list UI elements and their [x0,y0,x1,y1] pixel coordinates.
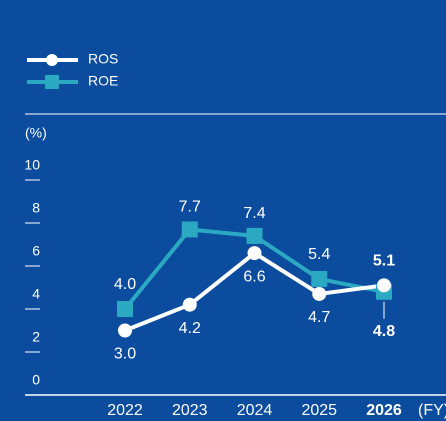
data-label: 4.2 [179,320,201,337]
data-label: 3.0 [114,346,136,363]
x-axis-label: (FY) [418,402,446,419]
data-label: 6.6 [243,268,265,285]
y-tick-label: 10 [24,157,40,173]
point [118,323,132,338]
data-label: 7.4 [243,205,265,222]
y-tick-label: 0 [32,372,40,388]
data-label: 4.8 [373,323,395,340]
data-label: 4.7 [308,309,330,326]
x-tick-label: 2025 [301,402,337,419]
data-label: 7.7 [179,199,201,216]
point [181,221,198,238]
y-tick-label: 6 [32,243,40,259]
point [247,246,262,261]
y-tick-label: 8 [32,200,40,216]
legend-marker [46,54,58,66]
point [182,297,197,312]
legend-label: ROS [88,51,118,67]
data-label: 5.4 [308,246,330,263]
x-tick-label: 2022 [107,402,143,419]
x-tick-label: 2026 [366,402,402,419]
legend-label: ROE [88,73,118,89]
point [377,278,391,293]
point [312,286,327,301]
y-axis-label: (%) [25,125,47,141]
data-label: 4.0 [114,276,136,293]
point [117,301,133,317]
x-tick-label: 2023 [172,402,208,419]
legend-marker [45,75,59,89]
y-tick-label: 2 [32,329,40,345]
y-tick-label: 4 [32,286,40,302]
x-tick-label: 2024 [237,402,273,419]
data-label: 5.1 [373,253,395,270]
point [311,270,328,287]
point [246,227,263,244]
